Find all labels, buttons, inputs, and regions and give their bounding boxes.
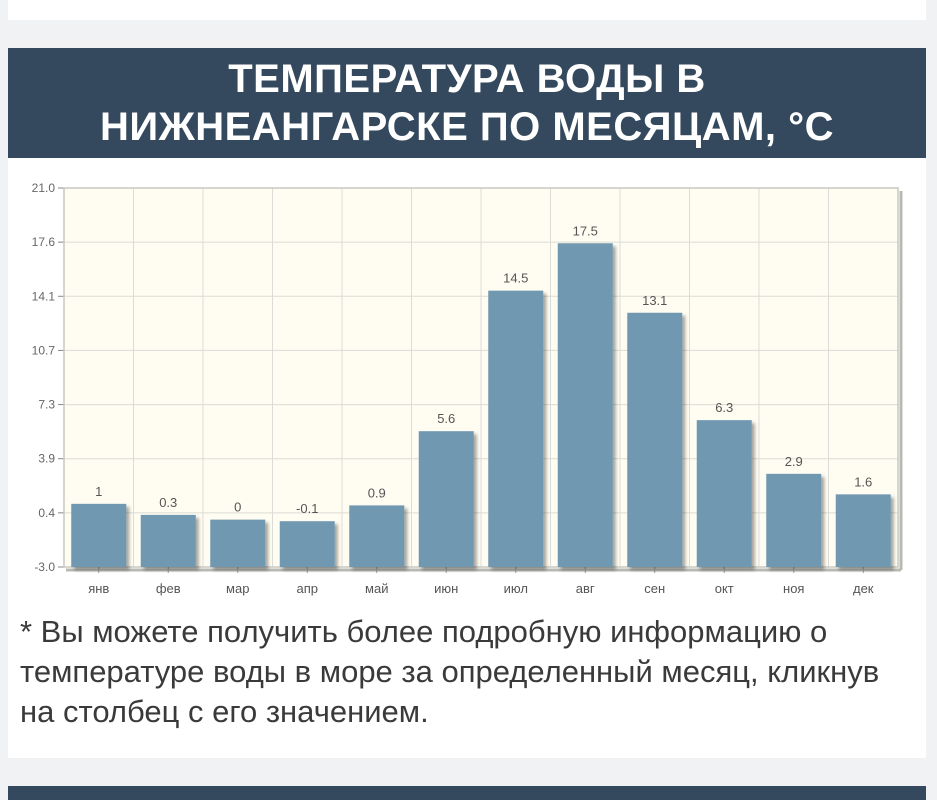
bar-июл[interactable] (488, 290, 544, 567)
x-category-label: янв (88, 581, 109, 596)
chart-header: ТЕМПЕРАТУРА ВОДЫ В НИЖНЕАНГАРСКЕ ПО МЕСЯ… (8, 48, 926, 158)
bar-value-label: 2.9 (785, 454, 803, 469)
y-tick-label: 14.1 (32, 289, 56, 303)
water-temperature-bar-chart: 21.0 17.6 14.1 10.7 7.3 3.9 0.4 -3.0 1 янв 0.3 фев 0… (32, 181, 903, 596)
bar-value-label: 1 (95, 484, 102, 499)
bar-value-label: 14.5 (503, 271, 528, 286)
bar-янв[interactable] (71, 503, 127, 567)
y-tick-label: 3.9 (38, 452, 55, 466)
y-tick-label: 21.0 (32, 181, 56, 195)
bar-фев[interactable] (140, 514, 196, 567)
next-card-header (8, 786, 926, 800)
bar-value-label: 0.9 (368, 485, 386, 500)
bar-авг[interactable] (557, 243, 613, 567)
y-tick-label: 17.6 (32, 235, 56, 249)
x-category-label: апр (297, 581, 319, 596)
bar-value-label: 0.3 (159, 495, 177, 510)
x-category-label: ноя (783, 581, 804, 596)
footnote-text: * Вы можете получить более подробную инф… (20, 614, 880, 729)
water-temperature-card: ТЕМПЕРАТУРА ВОДЫ В НИЖНЕАНГАРСКЕ ПО МЕСЯ… (8, 48, 926, 758)
bar-value-label: 0 (234, 500, 241, 515)
x-category-label: май (365, 581, 388, 596)
x-category-label: июл (504, 581, 528, 596)
bar-май[interactable] (349, 505, 405, 567)
bar-окт[interactable] (696, 420, 752, 567)
plot-frame (63, 187, 899, 568)
y-tick-label: -3.0 (34, 560, 55, 574)
y-tick-label: 10.7 (32, 343, 56, 357)
bar-value-label: 17.5 (573, 223, 598, 238)
y-tick-label: 0.4 (38, 506, 55, 520)
x-category-label: дек (853, 581, 874, 596)
previous-card (8, 0, 926, 20)
bar-сен[interactable] (627, 312, 683, 567)
bar-value-label: 13.1 (642, 293, 667, 308)
x-category-label: мар (226, 581, 249, 596)
x-category-label: июн (434, 581, 458, 596)
y-tick-label: 7.3 (38, 398, 55, 412)
bar-июн[interactable] (418, 431, 474, 567)
bar-апр[interactable] (279, 521, 335, 567)
bar-value-label: 6.3 (715, 400, 733, 415)
x-category-label: сен (644, 581, 665, 596)
chart-title: ТЕМПЕРАТУРА ВОДЫ В НИЖНЕАНГАРСКЕ ПО МЕСЯ… (99, 57, 835, 149)
bar-дек[interactable] (835, 494, 891, 567)
bar-value-label: 1.6 (854, 474, 872, 489)
x-category-label: авг (576, 581, 595, 596)
bar-value-label: -0.1 (296, 501, 318, 516)
x-category-label: фев (156, 581, 181, 596)
bar-мар[interactable] (210, 519, 266, 567)
bar-ноя[interactable] (766, 473, 822, 567)
bar-value-label: 5.6 (437, 411, 455, 426)
x-category-label: окт (715, 581, 734, 596)
